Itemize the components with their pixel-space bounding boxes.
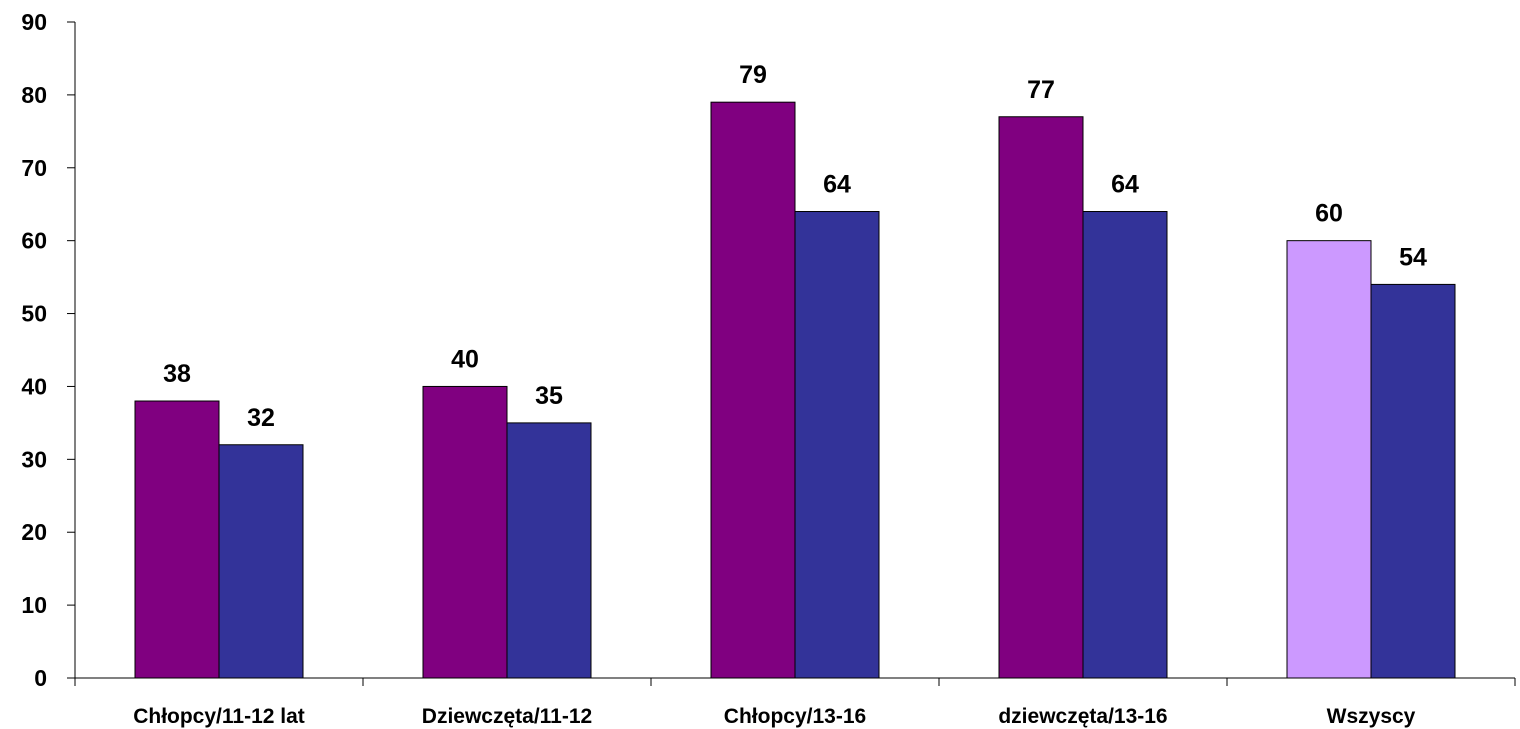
bar bbox=[422, 385, 508, 679]
y-tick-label: 60 bbox=[21, 228, 47, 254]
x-tick-label: dziewczęta/13-16 bbox=[998, 705, 1167, 728]
y-tick-label: 50 bbox=[21, 301, 47, 327]
data-label: 64 bbox=[1111, 171, 1139, 199]
x-axis: Chłopcy/11-12 lat Dziewczęta/11-12 Chłopcy… bbox=[74, 677, 1516, 728]
y-tick-label: 70 bbox=[21, 155, 47, 181]
bar bbox=[794, 211, 880, 679]
y-tick-label: 30 bbox=[21, 446, 47, 472]
data-label: 35 bbox=[535, 382, 563, 410]
data-label: 79 bbox=[739, 61, 767, 89]
y-tick-label: 90 bbox=[21, 9, 47, 35]
bar bbox=[218, 444, 304, 679]
data-labels: 38 32 40 35 79 64 77 64 60 54 bbox=[163, 61, 1427, 432]
y-tick-label: 0 bbox=[34, 665, 47, 691]
bars bbox=[134, 101, 1456, 679]
data-label: 54 bbox=[1399, 243, 1427, 271]
y-tick-label: 20 bbox=[21, 519, 47, 545]
y-axis: 0 10 20 30 40 50 60 70 80 90 bbox=[21, 9, 76, 691]
bar bbox=[1082, 211, 1168, 679]
x-tick-label: Wszyscy bbox=[1327, 705, 1416, 728]
data-label: 40 bbox=[451, 345, 479, 373]
data-label: 60 bbox=[1315, 200, 1343, 228]
bar bbox=[710, 101, 796, 679]
x-tick-label: Dziewczęta/11-12 bbox=[422, 705, 592, 728]
bar bbox=[1370, 283, 1456, 679]
bar bbox=[998, 116, 1084, 679]
x-tick-label: Chłopcy/11-12 lat bbox=[133, 705, 305, 728]
data-label: 64 bbox=[823, 171, 851, 199]
bar bbox=[506, 422, 592, 679]
y-tick-label: 40 bbox=[21, 373, 47, 399]
y-tick-label: 10 bbox=[21, 592, 47, 618]
bar bbox=[1286, 240, 1372, 679]
bar bbox=[134, 400, 220, 679]
data-label: 38 bbox=[163, 360, 191, 388]
data-label: 77 bbox=[1027, 76, 1055, 104]
y-tick-label: 80 bbox=[21, 82, 47, 108]
data-label: 32 bbox=[247, 404, 275, 432]
x-tick-label: Chłopcy/13-16 bbox=[724, 705, 866, 728]
